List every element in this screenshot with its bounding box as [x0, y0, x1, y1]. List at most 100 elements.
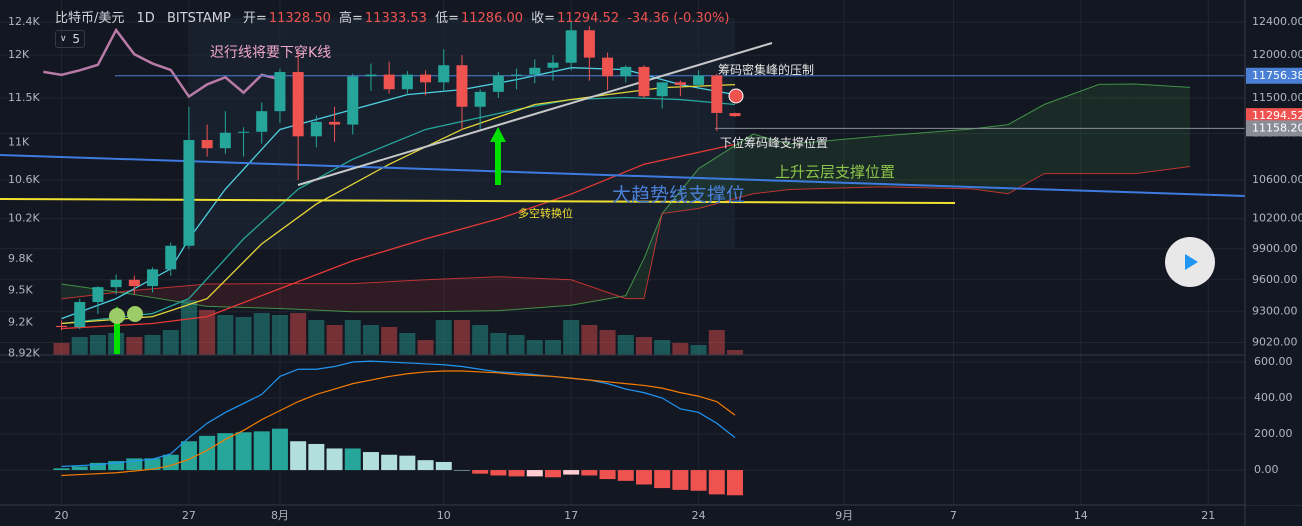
candle-body — [547, 62, 559, 68]
macd-histogram-bar — [144, 458, 161, 471]
markers — [109, 88, 744, 354]
volume-bar — [89, 335, 106, 355]
candle-body — [147, 269, 159, 287]
line-series — [61, 84, 736, 325]
volume-bar — [53, 343, 70, 355]
range-box — [190, 18, 735, 248]
volume-bar — [581, 325, 598, 355]
volume-bar — [508, 335, 525, 355]
y-tick-label: 400.00 — [1254, 391, 1293, 404]
volume-bar — [180, 300, 197, 355]
candle-body — [74, 302, 86, 328]
macd-histogram-bar — [399, 455, 416, 471]
cloud-fill — [971, 124, 1009, 194]
candle-body — [401, 74, 413, 90]
macd-histogram-bar — [708, 470, 725, 495]
play-icon — [1185, 254, 1198, 270]
macd-histogram-bar — [635, 470, 652, 485]
volume-bar — [126, 337, 143, 355]
volume-bar — [162, 330, 179, 355]
change: -34.36 (-0.30%) — [627, 11, 730, 26]
trend-line — [0, 154, 1246, 197]
line-series — [61, 96, 736, 325]
cloud-fill — [571, 279, 626, 306]
candle-body — [110, 279, 122, 288]
cloud-fill — [789, 136, 881, 190]
y2-tick-label: 9.2K — [8, 316, 33, 329]
volume-bar — [417, 340, 434, 355]
indicator-toggle[interactable]: ∨ 5 — [55, 30, 85, 48]
candle-body — [219, 132, 231, 149]
macd-line — [61, 370, 736, 477]
price-axis — [1246, 0, 1302, 505]
macd-histogram-bar — [672, 470, 689, 490]
indicator-count: 5 — [72, 32, 80, 46]
volume-bar — [654, 340, 671, 355]
y-tick-label: 0.00 — [1254, 463, 1279, 476]
macd-histogram-bar — [690, 470, 707, 491]
x-tick-label: 14 — [1074, 509, 1088, 522]
signal-dot — [109, 308, 125, 324]
volume-bar — [672, 343, 689, 355]
candle-body — [693, 75, 705, 85]
signal-dot — [127, 306, 143, 322]
ohlc-label: 开= — [242, 11, 267, 26]
candle-body — [165, 245, 177, 270]
volume-bar — [199, 310, 216, 355]
candle-body — [602, 57, 614, 77]
candle-body — [274, 72, 286, 112]
ohlc-label: 收= — [531, 11, 556, 26]
y-tick-label: 12000.00 — [1252, 48, 1302, 61]
macd-histogram-bar — [726, 470, 743, 496]
y-tick-label: 12400.00 — [1252, 15, 1302, 28]
ohlc-value: 11333.53 — [364, 11, 427, 26]
volume-bar — [217, 315, 234, 355]
line-series — [61, 143, 736, 330]
resistance-line — [297, 42, 773, 186]
cloud-fill — [698, 134, 754, 209]
exchange: BITSTAMP — [166, 11, 231, 26]
volume-bar — [271, 315, 288, 355]
cloud-fill — [1044, 84, 1100, 174]
price-tag — [1246, 67, 1302, 84]
signal-dot — [728, 88, 744, 104]
candle-body — [56, 325, 68, 328]
macd-histogram-bar — [253, 431, 270, 471]
annotation: 下位筹码峰支撑位置 — [720, 136, 829, 150]
macd-histogram-bar — [89, 462, 106, 471]
cloud-fill — [753, 134, 790, 194]
candle-body — [201, 139, 213, 149]
candle-body — [638, 66, 650, 97]
annotation: 筹码密集峰的压制 — [718, 63, 815, 77]
macd-histogram-bar — [544, 470, 561, 478]
volume-bar — [453, 320, 470, 355]
y2-tick-label: 8.92K — [8, 347, 40, 360]
x-tick-label: 9月 — [835, 509, 853, 522]
candle-body — [256, 111, 268, 132]
cloud-span — [61, 166, 1191, 300]
y-tick-label: 600.00 — [1254, 355, 1293, 368]
y2-tick-label: 10.6K — [8, 173, 40, 186]
y2-tick-label: 12K — [8, 48, 30, 61]
candle-body — [474, 91, 486, 107]
candle-body — [656, 82, 668, 97]
price-tag-label: 11158.20 — [1252, 121, 1302, 134]
candle-body — [674, 82, 686, 85]
candle-body — [565, 30, 577, 63]
play-button[interactable] — [1165, 237, 1215, 287]
candle-body — [420, 74, 432, 83]
symbol: 比特币/美元 — [55, 11, 125, 26]
macd-histogram-bar — [271, 428, 288, 471]
macd-histogram-bar — [162, 454, 179, 471]
macd-histogram-bar — [581, 470, 598, 476]
y-tick-label: 10600.00 — [1252, 173, 1302, 186]
volume-bar — [544, 340, 561, 355]
macd-histogram-bar — [290, 441, 307, 471]
candle-body — [511, 74, 523, 76]
y-tick-label: 9020.00 — [1252, 336, 1298, 349]
volume-bar — [563, 320, 580, 355]
macd-histogram-bar — [435, 461, 452, 471]
annotation: 上升云层支撑位置 — [775, 163, 896, 181]
